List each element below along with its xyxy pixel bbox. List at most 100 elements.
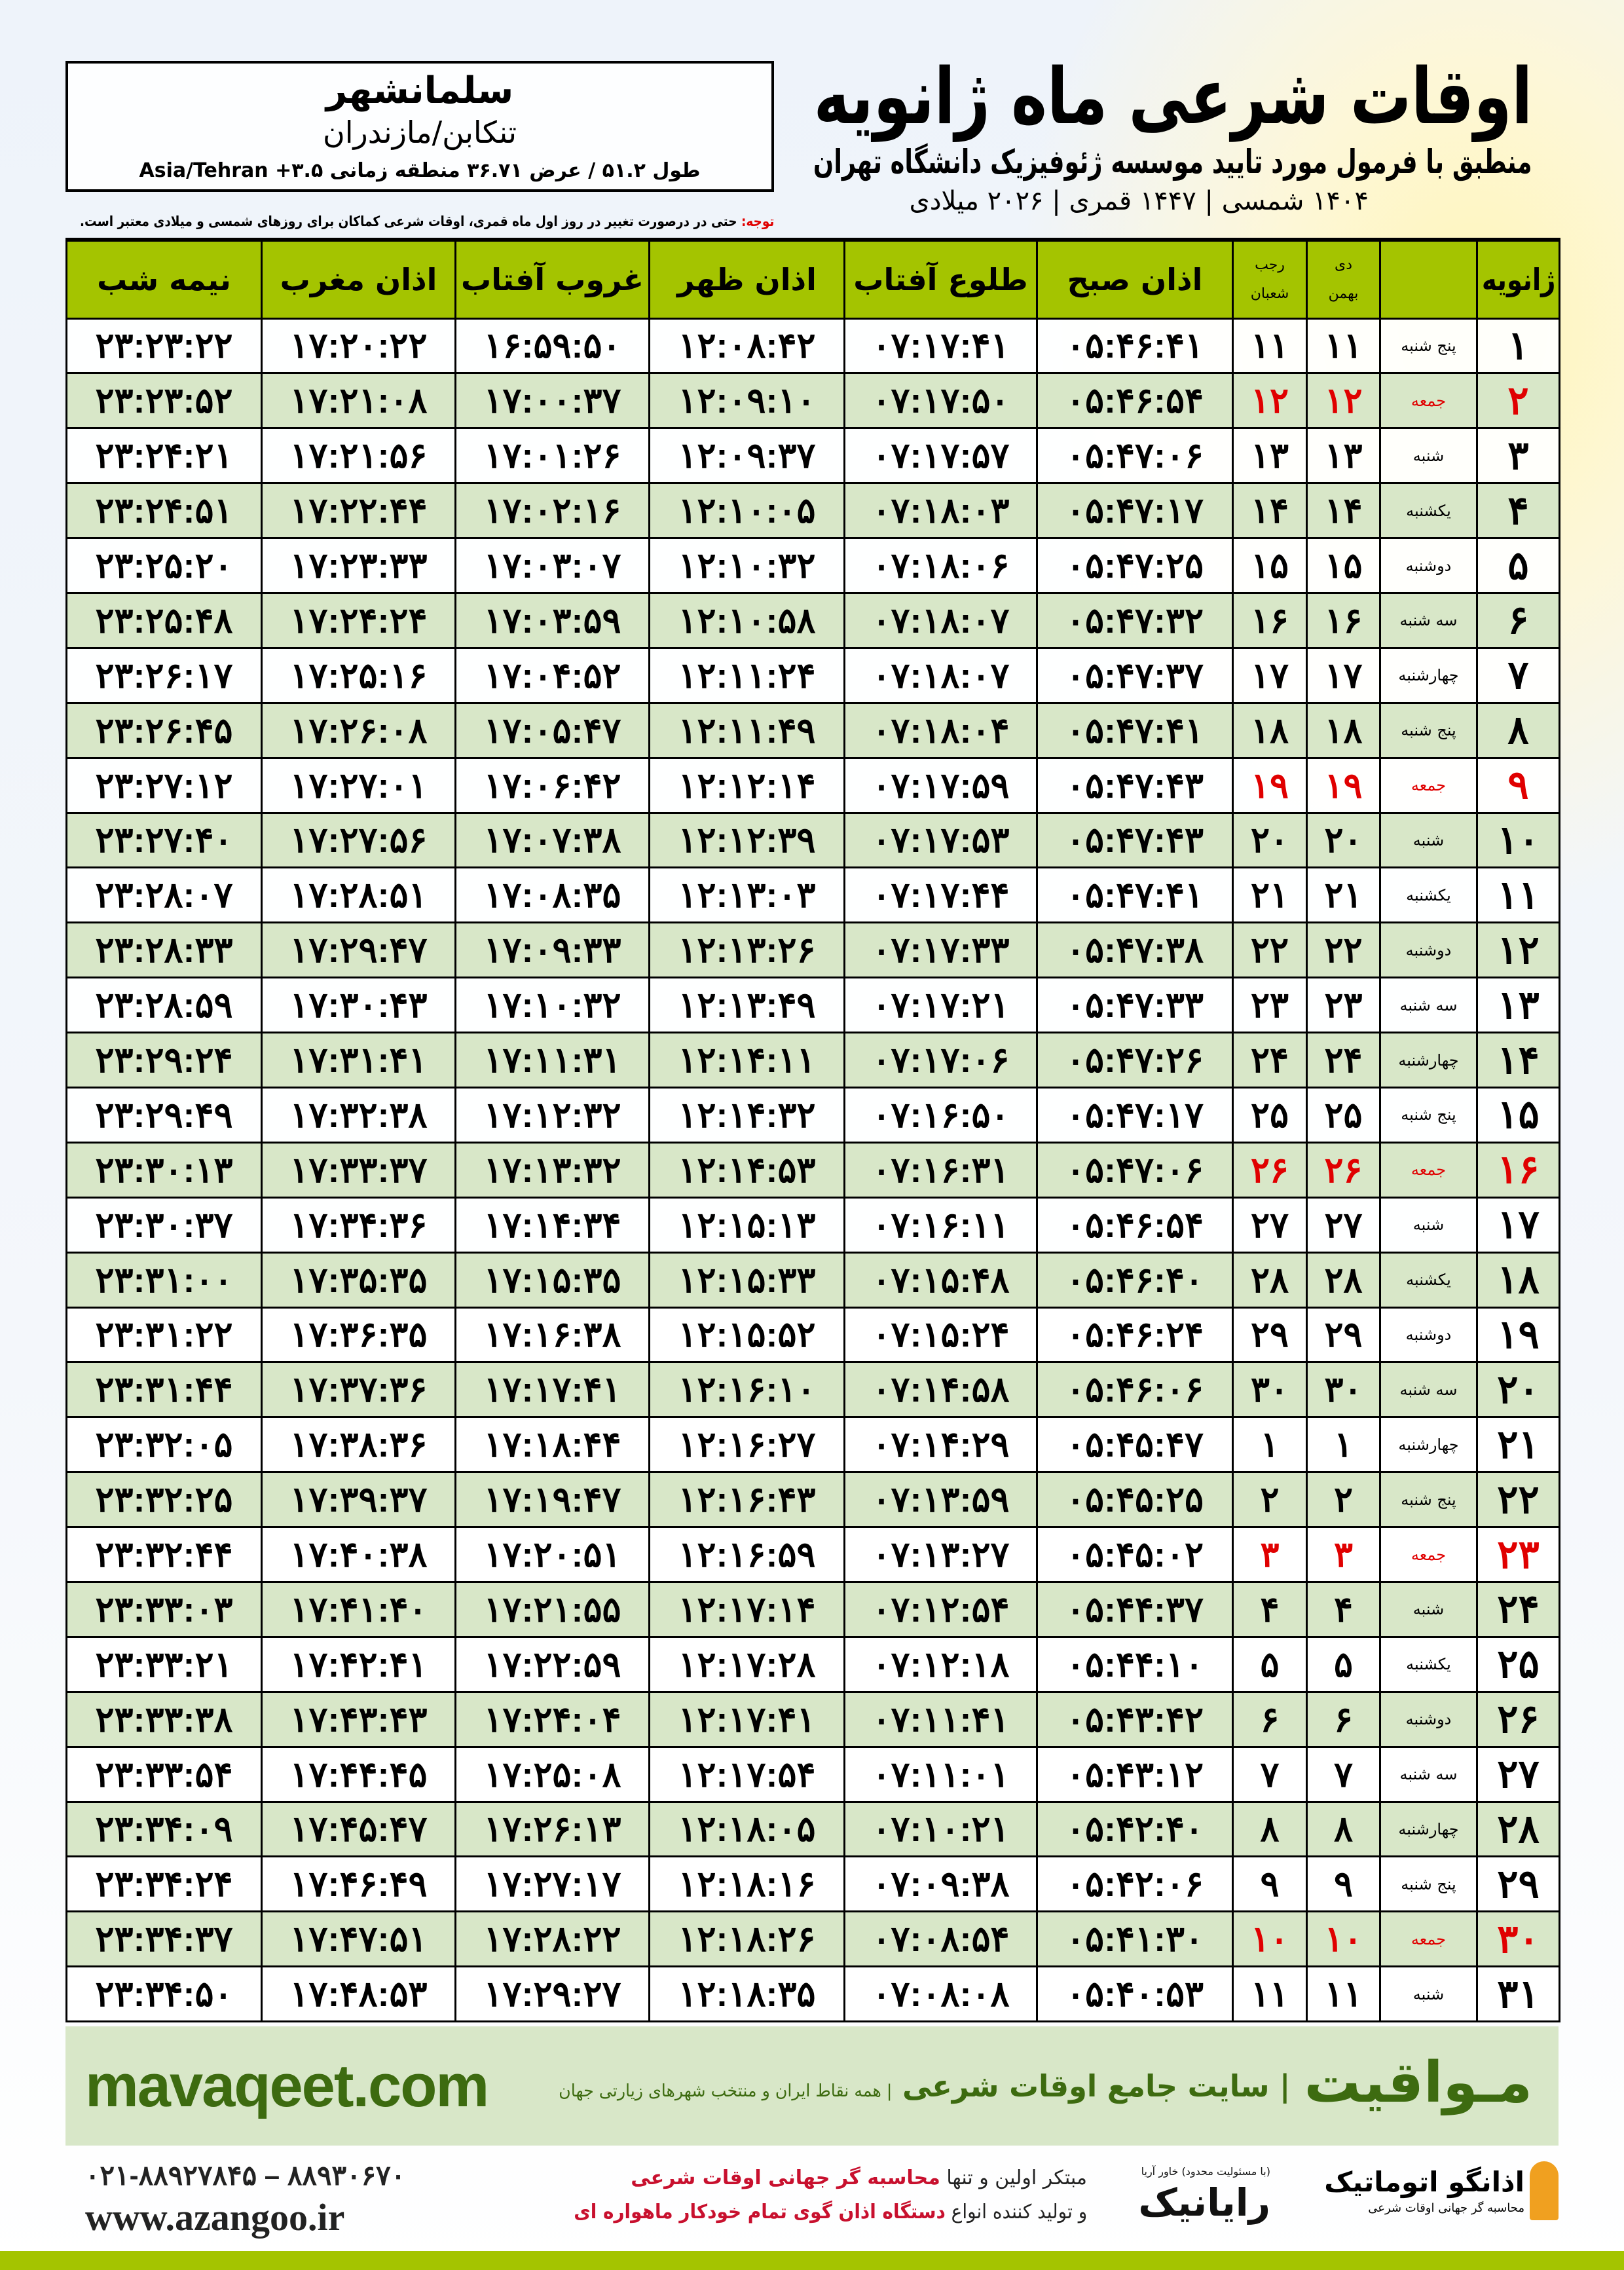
rayanik-name: رایانیک bbox=[1138, 2180, 1270, 2225]
note-content: توجه: حتی در درصورت تغییر در روز اول ماه… bbox=[80, 214, 774, 229]
cell-maghrib-value: ۱۷:۲۶:۰۸ bbox=[289, 711, 428, 751]
cell-tolu: ۰۷:۱۷:۵۹ bbox=[843, 756, 1038, 814]
cell-ghurub: ۱۷:۱۹:۴۷ bbox=[454, 1471, 650, 1529]
cell-zohr-value: ۱۲:۱۶:۲۷ bbox=[678, 1425, 816, 1465]
cell-tolu-value: ۰۷:۱۶:۵۰ bbox=[872, 1095, 1010, 1135]
cell-day: ۵ bbox=[1476, 537, 1560, 594]
cell-persian: ۵ bbox=[1306, 1635, 1381, 1693]
year-line-row: ۱۴۰۴ شمسی | ۱۴۴۷ قمری | ۲۰۲۶ میلادی bbox=[799, 183, 1532, 219]
cell-weekday: سه شنبه bbox=[1379, 1361, 1478, 1419]
cell-hijri-value: ۷ bbox=[1260, 1755, 1280, 1795]
cell-hijri-value: ۱۵ bbox=[1250, 546, 1289, 586]
cell-zohr: ۱۲:۱۲:۳۹ bbox=[648, 811, 845, 869]
cell-sobh: ۰۵:۴۲:۴۰ bbox=[1036, 1800, 1234, 1858]
cell-nimeh: ۲۳:۳۳:۰۳ bbox=[65, 1580, 263, 1638]
cell-zohr-value: ۱۲:۱۸:۱۶ bbox=[678, 1865, 816, 1905]
cell-weekday-value: پنج شنبه bbox=[1401, 336, 1456, 355]
azangoo-logo: اذانگو اتوماتیک محاسبه گر جهانی اوقات شر… bbox=[1283, 2161, 1559, 2220]
cell-zohr: ۱۲:۱۷:۱۴ bbox=[648, 1580, 845, 1638]
site-link[interactable]: mavaqeet.com bbox=[85, 2053, 489, 2119]
page-subtitle: منطبق با فرمول مورد تایید موسسه ژئوفیزیک… bbox=[813, 143, 1532, 181]
cell-nimeh-value: ۲۳:۳۱:۴۴ bbox=[95, 1370, 233, 1410]
cell-nimeh: ۲۳:۳۳:۳۸ bbox=[65, 1690, 263, 1748]
brand-logo: مـواقیت bbox=[1303, 2047, 1533, 2119]
rayanik-name-row: رایانیک bbox=[1100, 2179, 1270, 2226]
col-day: ژانویه bbox=[1476, 238, 1560, 320]
cell-zohr-value: ۱۲:۱۲:۳۹ bbox=[678, 821, 816, 861]
cell-ghurub-value: ۱۷:۲۶:۱۳ bbox=[483, 1810, 621, 1850]
cell-ghurub-value: ۱۷:۰۷:۳۸ bbox=[483, 821, 621, 861]
cell-ghurub-value: ۱۷:۱۰:۳۲ bbox=[483, 986, 621, 1026]
cell-persian-value: ۱۶ bbox=[1324, 601, 1363, 641]
azangoo-sub-row: محاسبه گر جهانی اوقات شرعی bbox=[1283, 2200, 1524, 2217]
cell-ghurub: ۱۷:۱۶:۳۸ bbox=[454, 1306, 650, 1364]
cell-tolu-value: ۰۷:۱۷:۲۱ bbox=[872, 986, 1010, 1026]
adv-row-1-content: مبتکر اولین و تنها محاسبه گر جهانی اوقات… bbox=[631, 2161, 1087, 2195]
cell-maghrib-value: ۱۷:۲۹:۴۷ bbox=[289, 931, 428, 971]
note-text: حتی در درصورت تغییر در روز اول ماه قمری،… bbox=[79, 214, 741, 229]
cell-persian: ۲۴ bbox=[1306, 1032, 1381, 1088]
table-row: ۱۵ پنج شنبه ۲۵ ۲۵ ۰۵:۴۷:۱۷ ۰۷:۱۶:۵۰ ۱۲:۱۴:۳۲ ۱۷… bbox=[65, 1086, 1560, 1144]
cell-day: ۲ bbox=[1476, 372, 1560, 430]
cell-persian: ۲۷ bbox=[1306, 1196, 1381, 1254]
cell-persian: ۱۰ bbox=[1306, 1910, 1381, 1968]
cell-ghurub-value: ۱۷:۲۸:۲۲ bbox=[483, 1920, 621, 1960]
cell-zohr-value: ۱۲:۱۲:۱۴ bbox=[678, 766, 816, 806]
cell-hijri-value: ۱۴ bbox=[1250, 491, 1289, 531]
cell-sobh: ۰۵:۴۶:۵۴ bbox=[1036, 372, 1234, 430]
cell-maghrib: ۱۷:۲۷:۵۶ bbox=[261, 811, 456, 869]
cell-hijri: ۲۲ bbox=[1232, 921, 1308, 979]
cell-tolu: ۰۷:۰۸:۵۴ bbox=[843, 1910, 1038, 1968]
cell-zohr-value: ۱۲:۱۶:۱۰ bbox=[678, 1370, 816, 1410]
cell-maghrib-value: ۱۷:۴۱:۴۰ bbox=[289, 1590, 428, 1629]
cell-persian-value: ۲۷ bbox=[1324, 1205, 1363, 1245]
cell-day-value: ۳ bbox=[1507, 433, 1529, 477]
cell-ghurub: ۱۷:۰۱:۲۶ bbox=[454, 427, 650, 485]
cell-ghurub-value: ۱۷:۱۴:۳۴ bbox=[483, 1205, 621, 1245]
cell-day: ۲۳ bbox=[1476, 1526, 1560, 1583]
cell-maghrib-value: ۱۷:۴۰:۳۸ bbox=[289, 1535, 428, 1575]
cell-sobh: ۰۵:۴۶:۴۱ bbox=[1036, 317, 1234, 375]
adv-row-1: مبتکر اولین و تنها محاسبه گر جهانی اوقات… bbox=[563, 2161, 1087, 2195]
cell-zohr-value: ۱۲:۱۷:۴۱ bbox=[678, 1700, 816, 1740]
site-link-box[interactable]: mavaqeet.com bbox=[85, 2050, 524, 2122]
cell-zohr-value: ۱۲:۰۹:۱۰ bbox=[678, 381, 816, 421]
cell-nimeh: ۲۳:۲۴:۵۱ bbox=[65, 482, 263, 540]
cell-tolu-value: ۰۷:۰۸:۰۸ bbox=[872, 1975, 1010, 2015]
cell-persian: ۲۸ bbox=[1306, 1251, 1381, 1309]
cell-sobh: ۰۵:۴۷:۳۷ bbox=[1036, 646, 1234, 704]
cell-zohr: ۱۲:۱۱:۲۴ bbox=[648, 646, 845, 704]
cell-zohr: ۱۲:۱۰:۳۲ bbox=[648, 537, 845, 594]
cell-maghrib-value: ۱۷:۳۱:۴۱ bbox=[289, 1041, 428, 1081]
cell-sobh: ۰۵:۴۶:۲۴ bbox=[1036, 1306, 1234, 1364]
phone-numbers: ۰۲۱-۸۸۹۲۷۸۴۵ – ۸۸۹۳۰۶۷۰ bbox=[85, 2160, 406, 2191]
cell-tolu-value: ۰۷:۱۷:۵۷ bbox=[872, 436, 1010, 476]
cell-day: ۳ bbox=[1476, 427, 1560, 485]
cell-weekday-value: دوشنبه bbox=[1405, 940, 1452, 959]
cell-maghrib-value: ۱۷:۳۳:۳۷ bbox=[289, 1150, 428, 1190]
cell-tolu: ۰۷:۱۷:۵۷ bbox=[843, 427, 1038, 485]
cell-hijri-value: ۱ bbox=[1260, 1425, 1280, 1465]
cell-persian-value: ۲۳ bbox=[1324, 986, 1363, 1026]
cell-weekday: دوشنبه bbox=[1379, 921, 1478, 979]
cell-hijri-value: ۱۶ bbox=[1250, 601, 1289, 641]
azangoo-link[interactable]: www.azangoo.ir bbox=[85, 2196, 345, 2239]
cell-nimeh-value: ۲۳:۳۳:۲۱ bbox=[95, 1645, 233, 1684]
cell-sobh: ۰۵:۴۶:۰۶ bbox=[1036, 1361, 1234, 1419]
cell-ghurub-value: ۱۷:۲۹:۲۷ bbox=[483, 1975, 621, 2015]
cell-persian: ۲۳ bbox=[1306, 977, 1381, 1034]
table-row: ۲۲ پنج شنبه ۲ ۲ ۰۵:۴۵:۲۵ ۰۷:۱۳:۵۹ ۱۲:۱۶:۴۳ ۱۷:۱… bbox=[65, 1471, 1560, 1529]
cell-day-value: ۷ bbox=[1507, 653, 1529, 698]
cell-hijri: ۱۳ bbox=[1232, 427, 1308, 485]
cell-nimeh: ۲۳:۳۰:۱۳ bbox=[65, 1141, 263, 1199]
cell-persian-value: ۷ bbox=[1333, 1755, 1353, 1795]
cell-persian-value: ۲۹ bbox=[1324, 1315, 1363, 1355]
cell-sobh: ۰۵:۴۷:۴۳ bbox=[1036, 811, 1234, 869]
cell-sobh-value: ۰۵:۴۷:۳۳ bbox=[1066, 986, 1204, 1026]
cell-weekday-value: دوشنبه bbox=[1405, 556, 1452, 575]
cell-zohr-value: ۱۲:۱۶:۵۹ bbox=[678, 1535, 816, 1575]
azangoo-link-box[interactable]: www.azangoo.ir bbox=[85, 2195, 544, 2240]
cell-maghrib-value: ۱۷:۴۸:۵۳ bbox=[289, 1975, 428, 2015]
cell-hijri-value: ۱۱ bbox=[1250, 1975, 1289, 2015]
cell-maghrib: ۱۷:۴۵:۴۷ bbox=[261, 1800, 456, 1858]
